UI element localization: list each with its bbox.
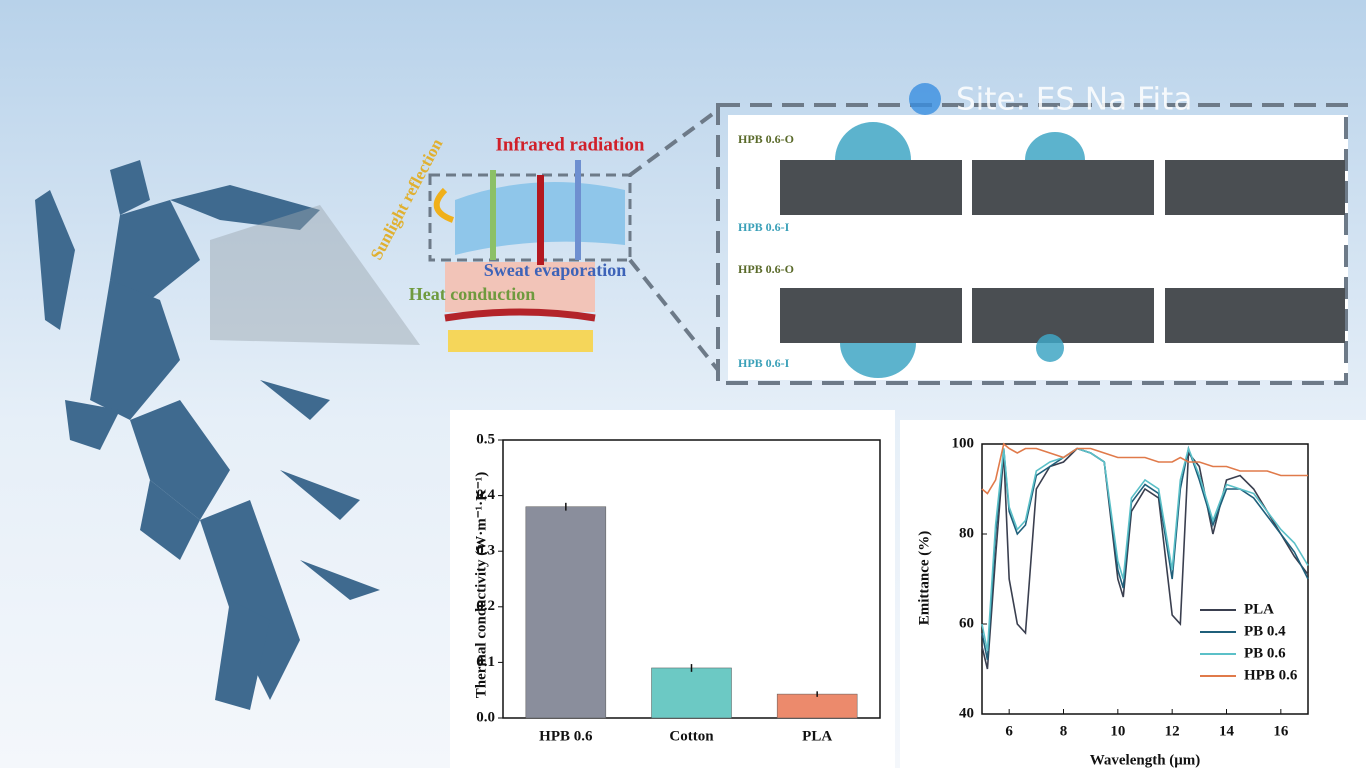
watermark-text: Site: ES Na Fita [956, 82, 1192, 118]
x-tick-label: PLA [802, 728, 832, 744]
y-tick-label: 60 [959, 615, 974, 631]
y-tick-label: 0.3 [476, 543, 495, 559]
legend-label: PLA [1244, 601, 1274, 617]
x-tick-label: 12 [1165, 723, 1180, 739]
line-chart-bg [900, 420, 1366, 768]
watermark: Site: ES Na Fita [909, 82, 1192, 118]
y-tick-label: 0.2 [476, 598, 495, 614]
x-tick-label: 14 [1219, 723, 1235, 739]
y-axis-label: Emittance (%) [916, 531, 932, 626]
skin-diagram [428, 160, 632, 352]
y-axis-label: Thermal conductivity (W·m⁻¹·K⁻¹) [473, 472, 489, 698]
y-tick-label: 40 [959, 705, 974, 721]
y-tick-label: 0.0 [476, 709, 495, 725]
panel-label: HPB 0.6-O [738, 262, 794, 276]
x-axis-label: Wavelength (μm) [1090, 752, 1201, 768]
x-tick-label: 6 [1005, 723, 1013, 739]
x-tick-label: Cotton [669, 728, 714, 744]
zoom-cone [210, 205, 420, 345]
y-tick-label: 0.5 [476, 431, 495, 447]
panel-label: HPB 0.6-I [738, 356, 790, 370]
x-tick-label: 8 [1060, 723, 1068, 739]
y-tick-label: 80 [959, 525, 974, 541]
series-line [981, 442, 1308, 495]
bar [651, 667, 732, 719]
zoom-panel [628, 103, 1348, 385]
legend-label: PB 0.6 [1244, 645, 1286, 661]
series-line [981, 445, 1309, 652]
legend-label: HPB 0.6 [1244, 667, 1298, 683]
x-tick-label: 16 [1273, 723, 1289, 739]
y-tick-label: 0.1 [476, 654, 495, 670]
y-tick-label: 0.4 [476, 487, 495, 503]
bar [776, 693, 858, 719]
x-tick-label: HPB 0.6 [539, 728, 593, 744]
panel-label: HPB 0.6-I [738, 220, 790, 234]
diagram-label: Heat conduction [409, 284, 536, 304]
legend-label: PB 0.4 [1244, 623, 1286, 639]
x-tick-label: 10 [1110, 723, 1125, 739]
bar [525, 506, 607, 719]
panel-label: HPB 0.6-O [738, 132, 794, 146]
series-line [981, 447, 1309, 670]
y-tick-label: 100 [952, 435, 975, 451]
runner-figure [35, 160, 380, 710]
diagram-label: Sweat evaporation [484, 260, 627, 280]
diagram-label: Infrared radiation [495, 134, 644, 155]
